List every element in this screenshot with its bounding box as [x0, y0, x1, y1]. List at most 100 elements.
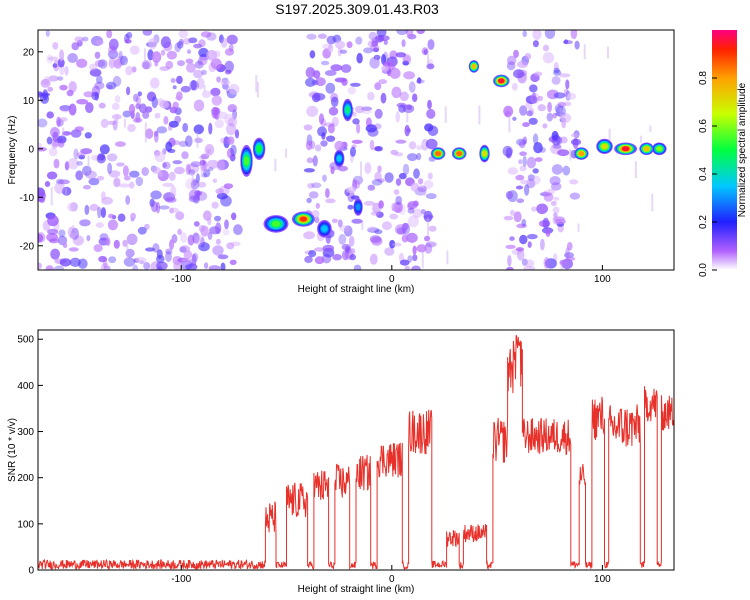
spectral-feature	[435, 151, 442, 157]
noise-blob	[427, 99, 432, 110]
noise-blob	[206, 32, 217, 41]
noise-blob	[341, 78, 348, 86]
noise-blob	[193, 124, 204, 135]
noise-blob	[346, 41, 353, 49]
spectral-feature	[355, 204, 361, 210]
noise-blob	[395, 195, 403, 206]
noise-blob	[367, 226, 377, 232]
noise-blob	[422, 186, 427, 197]
noise-blob	[540, 238, 545, 251]
noise-blob	[417, 185, 428, 193]
noise-blob	[114, 141, 126, 147]
noise-blob	[84, 204, 90, 215]
noise-blob	[56, 116, 61, 128]
noise-blob	[553, 62, 559, 71]
noise-blob	[395, 139, 407, 144]
noise-blob	[371, 40, 379, 47]
noise-blob	[395, 111, 400, 123]
noise-blob	[396, 227, 406, 235]
noise-blob	[162, 162, 167, 168]
noise-streak	[375, 56, 378, 63]
noise-blob	[59, 258, 72, 267]
noise-blob	[59, 49, 65, 62]
snr-x-ticks: -100 0 100	[171, 565, 611, 585]
noise-blob	[112, 75, 122, 87]
noise-blob	[165, 251, 172, 263]
noise-blob	[308, 191, 319, 199]
noise-blob	[208, 167, 214, 172]
noise-blob	[406, 104, 413, 110]
noise-blob	[203, 210, 212, 221]
noise-blob	[515, 185, 524, 190]
noise-blob	[531, 92, 537, 102]
noise-streak	[285, 148, 288, 158]
noise-streak	[651, 193, 654, 212]
noise-blob	[533, 142, 543, 154]
noise-blob	[187, 234, 195, 246]
noise-blob	[190, 161, 201, 168]
noise-blob	[542, 217, 550, 229]
noise-blob	[156, 261, 168, 270]
noise-blob	[327, 123, 335, 134]
noise-blob	[519, 234, 528, 245]
noise-blob	[343, 225, 353, 237]
noise-blob	[566, 92, 577, 100]
noise-blob	[46, 171, 58, 180]
noise-blob	[215, 188, 224, 195]
noise-blob	[220, 79, 231, 86]
noise-blob	[98, 255, 107, 263]
noise-streak	[446, 250, 449, 265]
noise-blob	[160, 49, 166, 56]
spectral-feature	[498, 78, 505, 84]
noise-blob	[520, 179, 530, 185]
noise-streak	[427, 217, 429, 236]
noise-blob	[172, 101, 179, 110]
noise-blob	[325, 188, 330, 199]
noise-blob	[308, 250, 317, 258]
noise-blob	[145, 128, 154, 139]
noise-blob	[322, 174, 327, 182]
snr-frame	[37, 329, 675, 571]
noise-blob	[330, 166, 335, 175]
noise-blob	[200, 153, 210, 160]
noise-blob	[67, 53, 78, 63]
noise-blob	[537, 104, 546, 112]
spectral-feature	[601, 143, 608, 150]
noise-blob	[53, 158, 60, 169]
noise-blob	[399, 259, 410, 266]
noise-blob	[194, 235, 205, 246]
noise-blob	[75, 170, 84, 181]
noise-blob	[39, 93, 50, 104]
noise-blob	[154, 112, 161, 119]
noise-blob	[192, 178, 197, 186]
noise-blob	[350, 82, 361, 87]
noise-blob	[361, 109, 373, 115]
noise-blob	[367, 227, 380, 233]
noise-blob	[391, 202, 399, 211]
noise-streak	[123, 118, 126, 128]
noise-blob	[180, 85, 191, 93]
noise-blob	[139, 103, 147, 114]
noise-blob	[174, 166, 185, 175]
noise-blob	[315, 202, 320, 209]
spectral-feature	[481, 150, 488, 157]
noise-blob	[106, 153, 118, 162]
noise-blob	[375, 35, 385, 43]
noise-blob	[368, 31, 378, 41]
noise-blob	[182, 122, 189, 133]
noise-blob	[142, 61, 150, 70]
noise-blob	[54, 182, 65, 194]
noise-blob	[228, 84, 240, 95]
noise-blob	[48, 147, 58, 157]
noise-blob	[553, 196, 560, 201]
noise-blob	[418, 178, 424, 185]
noise-streak	[65, 187, 68, 196]
noise-blob	[546, 112, 553, 122]
noise-blob	[141, 59, 152, 70]
noise-blob	[208, 265, 221, 270]
noise-blob	[69, 257, 81, 267]
noise-blob	[159, 100, 170, 109]
noise-blob	[305, 140, 313, 151]
noise-streak	[191, 175, 194, 191]
